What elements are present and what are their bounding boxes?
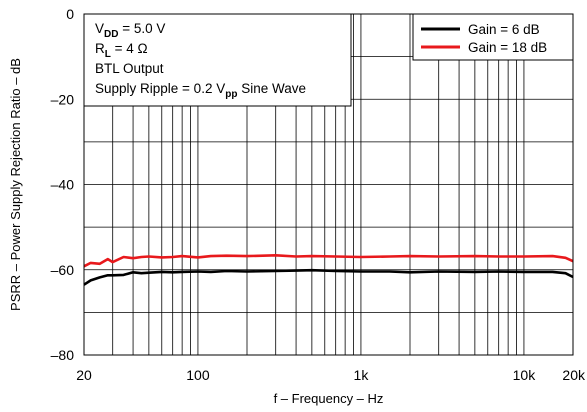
annotation-line: BTL Output [95, 61, 164, 76]
annotation-subscript: pp [225, 89, 237, 100]
annotation-line: Supply Ripple = 0.2 V [95, 81, 225, 96]
y-tick-label: 0 [66, 6, 74, 22]
annotation-line-rest: Sine Wave [237, 81, 306, 96]
x-tick-label: 20k [562, 367, 586, 383]
series-lines [83, 254, 574, 286]
x-tick-labels: 20 100 1k 10k 20k [76, 367, 586, 383]
legend-label: Gain = 18 dB [468, 40, 547, 55]
y-axis-label: PSRR – Power Supply Rejection Ratio – dB [8, 58, 23, 311]
legend: Gain = 6 dB Gain = 18 dB [412, 13, 574, 61]
annotation-text: VDD = 5.0 V RL = 4 Ω BTL Output Supply Ripp… [95, 21, 306, 100]
x-tick-label: 1k [354, 367, 370, 383]
annotation-line: V [95, 21, 104, 36]
x-tick-label: 10k [513, 367, 537, 383]
legend-box [412, 13, 574, 61]
x-tick-label: 100 [186, 367, 210, 383]
y-tick-label: –80 [51, 347, 75, 363]
y-tick-label: –40 [51, 177, 75, 193]
y-tick-label: –60 [51, 262, 75, 278]
series-line-2 [83, 254, 574, 268]
x-tick-label: 20 [76, 367, 92, 383]
series-line-1 [83, 268, 574, 286]
annotation-line-rest: = 5.0 V [118, 21, 165, 36]
conditions-annotation: VDD = 5.0 V RL = 4 Ω BTL Output Supply Ripp… [83, 13, 352, 107]
x-axis-label: f – Frequency – Hz [274, 391, 384, 406]
y-tick-labels: 0 –20 –40 –60 –80 [51, 6, 75, 363]
annotation-subscript: DD [104, 29, 118, 40]
annotation-subscript: L [105, 49, 111, 60]
annotation-line: R [95, 41, 105, 56]
y-tick-label: –20 [51, 91, 75, 107]
legend-label: Gain = 6 dB [468, 22, 540, 37]
annotation-box [83, 13, 352, 107]
annotation-line-rest: = 4 Ω [111, 41, 148, 56]
